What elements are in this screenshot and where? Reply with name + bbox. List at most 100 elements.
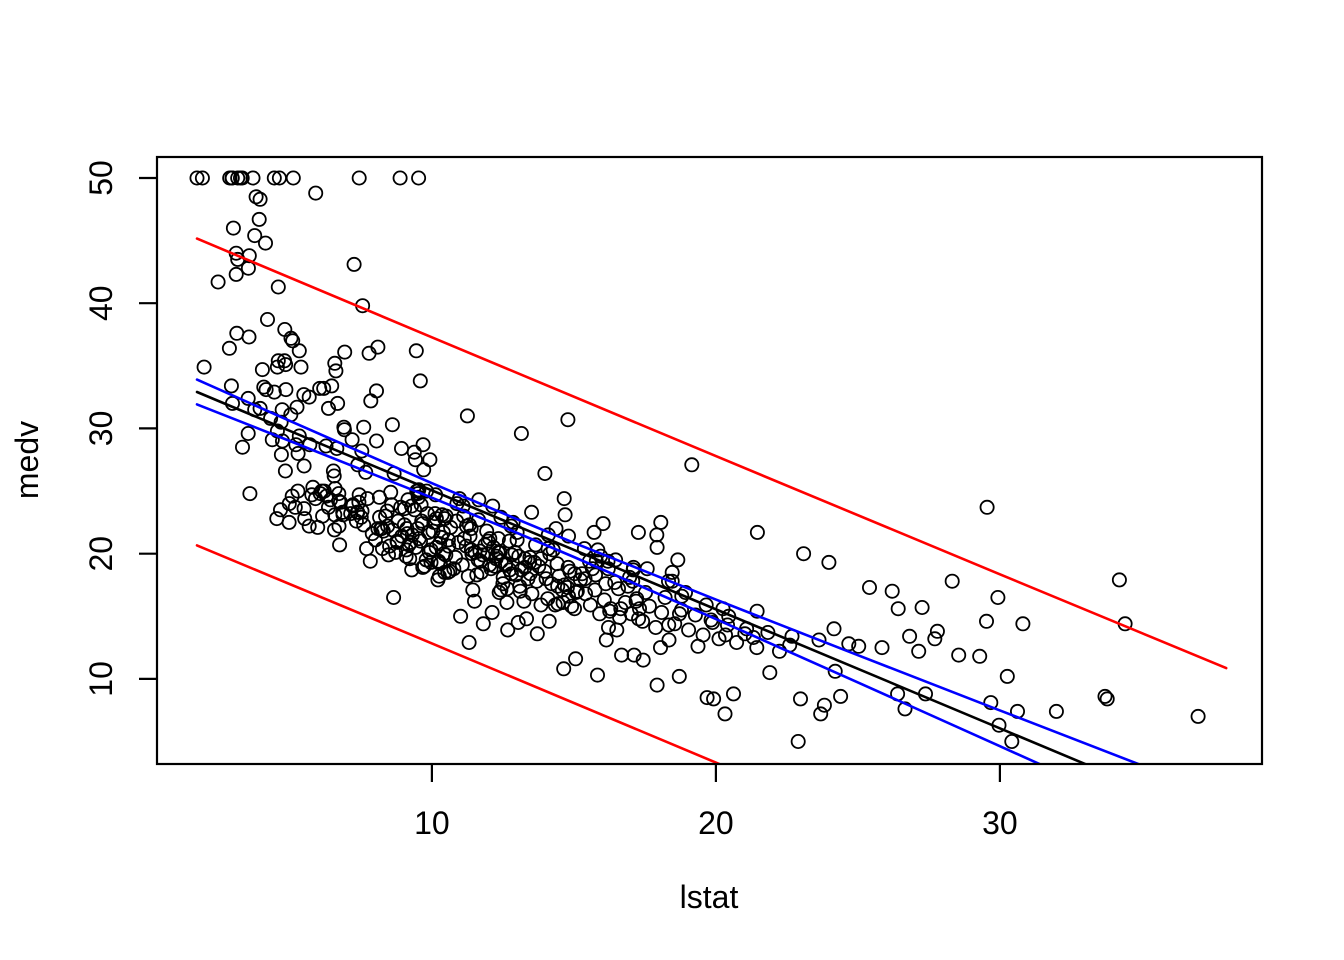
data-point <box>983 695 999 711</box>
data-point <box>296 501 312 517</box>
data-point <box>221 340 237 356</box>
data-point <box>393 499 409 515</box>
data-point <box>225 220 241 236</box>
data-point <box>611 581 627 597</box>
data-point <box>362 553 378 569</box>
data-point <box>356 419 372 435</box>
data-point <box>653 640 669 656</box>
data-point <box>635 652 651 668</box>
data-point <box>519 611 535 627</box>
data-point <box>524 504 540 520</box>
data-point <box>356 517 372 533</box>
data-point <box>287 499 303 515</box>
data-point <box>927 631 943 647</box>
data-point <box>465 582 481 598</box>
data-point <box>461 635 477 651</box>
data-point <box>344 498 360 514</box>
data-point <box>401 537 417 553</box>
data-point <box>1048 703 1064 719</box>
data-point <box>378 508 394 524</box>
data-point <box>667 616 683 632</box>
data-point <box>827 663 843 679</box>
data-point <box>654 605 670 621</box>
data-point <box>796 546 812 562</box>
prediction-band-upper <box>195 237 1228 670</box>
data-point <box>269 359 285 375</box>
data-point <box>549 556 565 572</box>
data-point <box>813 706 829 722</box>
data-point <box>990 590 1006 606</box>
data-point <box>194 170 210 186</box>
data-point <box>493 553 509 569</box>
data-point <box>415 437 431 453</box>
data-point <box>252 191 268 207</box>
data-point <box>367 532 383 548</box>
data-point <box>559 580 575 596</box>
data-point <box>278 382 294 398</box>
data-point <box>229 325 245 341</box>
data-point <box>234 439 250 455</box>
data-point <box>595 516 611 532</box>
data-point <box>681 622 697 638</box>
fit-lines-layer <box>195 237 1228 764</box>
data-point <box>278 357 294 373</box>
data-point <box>426 514 442 530</box>
data-point <box>495 576 511 592</box>
data-point <box>821 554 837 570</box>
data-point <box>560 412 576 428</box>
data-point <box>459 408 475 424</box>
data-point <box>438 547 454 563</box>
data-point <box>368 383 384 399</box>
data-point <box>393 440 409 456</box>
data-point <box>293 359 309 375</box>
data-point <box>434 507 450 523</box>
data-point <box>467 544 483 560</box>
confidence-band-lower <box>195 403 1043 764</box>
data-point <box>315 508 331 524</box>
data-point <box>285 170 301 186</box>
data-point <box>415 559 431 575</box>
data-point <box>614 647 630 663</box>
data-point <box>418 552 434 568</box>
data-point <box>242 486 258 502</box>
data-point <box>291 428 307 444</box>
data-point <box>586 524 602 540</box>
data-point <box>529 626 545 642</box>
data-point <box>189 170 205 186</box>
data-point <box>587 582 603 598</box>
data-point <box>684 457 700 473</box>
data-point <box>671 668 687 684</box>
data-point <box>326 522 342 538</box>
data-point <box>327 355 343 371</box>
data-point <box>277 321 293 337</box>
data-point <box>328 363 344 379</box>
data-point <box>531 558 547 574</box>
data-point <box>657 590 673 606</box>
data-point <box>649 527 665 543</box>
data-point <box>285 333 301 349</box>
data-point <box>512 583 528 599</box>
data-point <box>687 607 703 623</box>
data-point <box>635 613 651 629</box>
data-point <box>811 632 827 648</box>
data-point <box>826 621 842 637</box>
data-point <box>502 562 518 578</box>
data-point <box>670 552 686 568</box>
data-point <box>240 425 256 441</box>
data-point <box>491 585 507 601</box>
data-point <box>699 690 715 706</box>
data-point <box>277 463 293 479</box>
data-point <box>470 552 486 568</box>
data-point <box>259 311 275 327</box>
data-point <box>316 380 332 396</box>
data-point <box>630 524 646 540</box>
data-point <box>884 583 900 599</box>
data-point <box>332 537 348 553</box>
data-point <box>281 514 297 530</box>
data-point <box>270 279 286 295</box>
data-point <box>318 438 334 454</box>
data-point <box>289 399 305 415</box>
data-point <box>320 400 336 416</box>
data-point <box>649 677 665 693</box>
